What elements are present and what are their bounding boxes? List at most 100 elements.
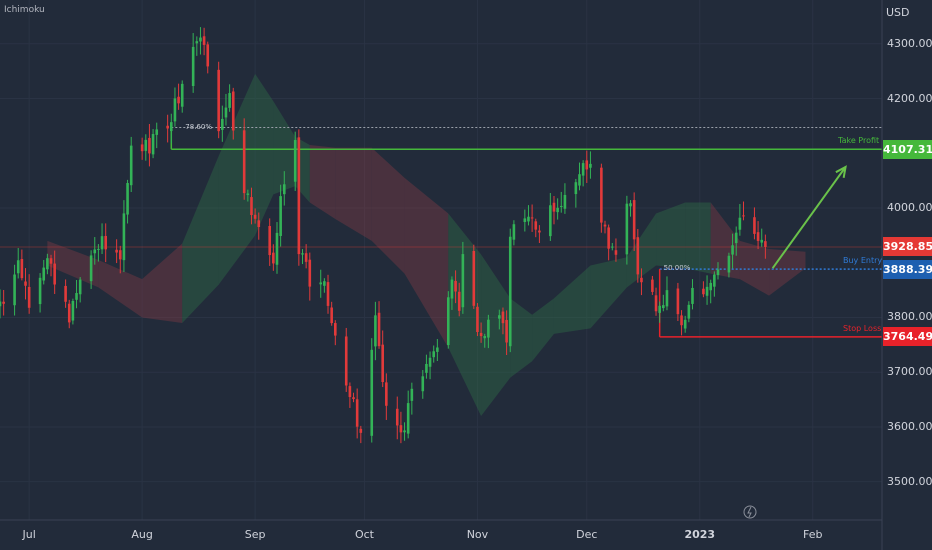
candle-body [268, 225, 272, 256]
candle-body [275, 232, 279, 265]
candle-body [253, 214, 257, 219]
cloud-segment [371, 147, 405, 274]
candle-body [538, 230, 541, 233]
y-tick-label: 4000.00 [887, 201, 932, 214]
candle-body [428, 357, 432, 367]
stop-loss-price-tag: 3764.49 [883, 327, 932, 347]
current-price-tag: 3928.85 [883, 237, 932, 257]
candle-body [180, 83, 184, 107]
candle-body [410, 388, 414, 401]
candle-body [680, 315, 683, 326]
projection-arrow-head [835, 165, 847, 178]
candle-body [206, 44, 210, 67]
candle-body [352, 397, 355, 400]
candle-body [756, 232, 760, 241]
candle-body [122, 213, 126, 261]
candle-body [89, 255, 93, 282]
currency-label: USD [886, 6, 910, 19]
cloud-segment [182, 156, 219, 323]
candle-body [246, 193, 250, 195]
candle-body [600, 167, 603, 223]
candle-body [716, 269, 720, 276]
cloud-segment [532, 298, 554, 362]
x-tick-label: Nov [466, 528, 489, 541]
cloud-segment [273, 101, 296, 195]
candle-body [308, 259, 312, 287]
candle-body [151, 134, 155, 155]
candle-body [359, 428, 363, 433]
cloud-segment [218, 73, 256, 285]
y-tick-label: 3800.00 [887, 310, 932, 324]
candle-body [727, 255, 731, 273]
candle-body [166, 125, 169, 129]
candle-body [385, 382, 388, 406]
take-profit-price-tag: 4107.31 [883, 139, 932, 159]
candle-body [377, 312, 381, 347]
candle-body [217, 69, 220, 132]
candle-body [2, 301, 5, 304]
lightning-icon[interactable] [743, 505, 757, 519]
candle-body [381, 344, 384, 383]
candle-body [370, 349, 374, 436]
candle-body [552, 202, 556, 212]
candle-body [272, 252, 275, 264]
candle-body [293, 139, 297, 182]
candle-body [676, 288, 680, 315]
candle-body [231, 91, 235, 131]
y-tick-label: 3500.00 [887, 474, 932, 488]
y-tick-label: 3600.00 [887, 419, 932, 433]
cloud-segment [590, 257, 627, 329]
candle-body [603, 224, 607, 227]
candle-body [508, 236, 512, 347]
indicator-label[interactable]: Ichimoku [4, 5, 45, 15]
candle-body [760, 239, 764, 243]
x-tick-label: Aug [131, 528, 153, 541]
candle-body [53, 263, 56, 285]
cloud-segment [335, 147, 372, 241]
candle-body [155, 129, 159, 135]
candle-body [574, 182, 578, 195]
projection-arrow-shaft[interactable] [771, 166, 847, 269]
candle-body [764, 241, 767, 247]
candle-body [78, 279, 82, 295]
candle-body [498, 315, 501, 319]
candle-body [687, 304, 691, 319]
candle-body [228, 93, 231, 108]
candle-body [326, 282, 330, 306]
candle-body [195, 41, 199, 44]
candle-body [523, 218, 527, 223]
candle-body [436, 347, 439, 352]
stop-loss-label: Stop Loss [843, 323, 882, 333]
candle-body [250, 197, 253, 216]
candle-body [683, 319, 687, 329]
candle-body [104, 235, 107, 250]
candle-body [100, 236, 104, 250]
candle-body [549, 205, 552, 237]
candle-body [27, 286, 31, 308]
candle-body [559, 205, 563, 207]
candle-body [42, 267, 46, 281]
candle-body [614, 250, 618, 255]
candle-body [632, 200, 636, 240]
candle-body [530, 217, 534, 219]
candle-body [738, 217, 742, 230]
candle-body [319, 282, 323, 285]
candle-body [734, 232, 738, 244]
cloud-segment [404, 177, 449, 348]
candle-body [454, 280, 457, 292]
candle-body [140, 144, 144, 152]
candle-body [512, 224, 516, 240]
candle-body [563, 194, 567, 209]
cloud-segment [309, 145, 336, 219]
candle-body [64, 285, 67, 302]
axes [0, 0, 883, 550]
candle-body [13, 274, 16, 306]
candle-body [0, 301, 2, 307]
cloud-segment [553, 265, 591, 334]
candle-body [581, 163, 585, 176]
ichimoku-cloud [47, 73, 806, 416]
candle-body [742, 215, 745, 217]
fib-50-label: 50.00% [663, 264, 691, 273]
